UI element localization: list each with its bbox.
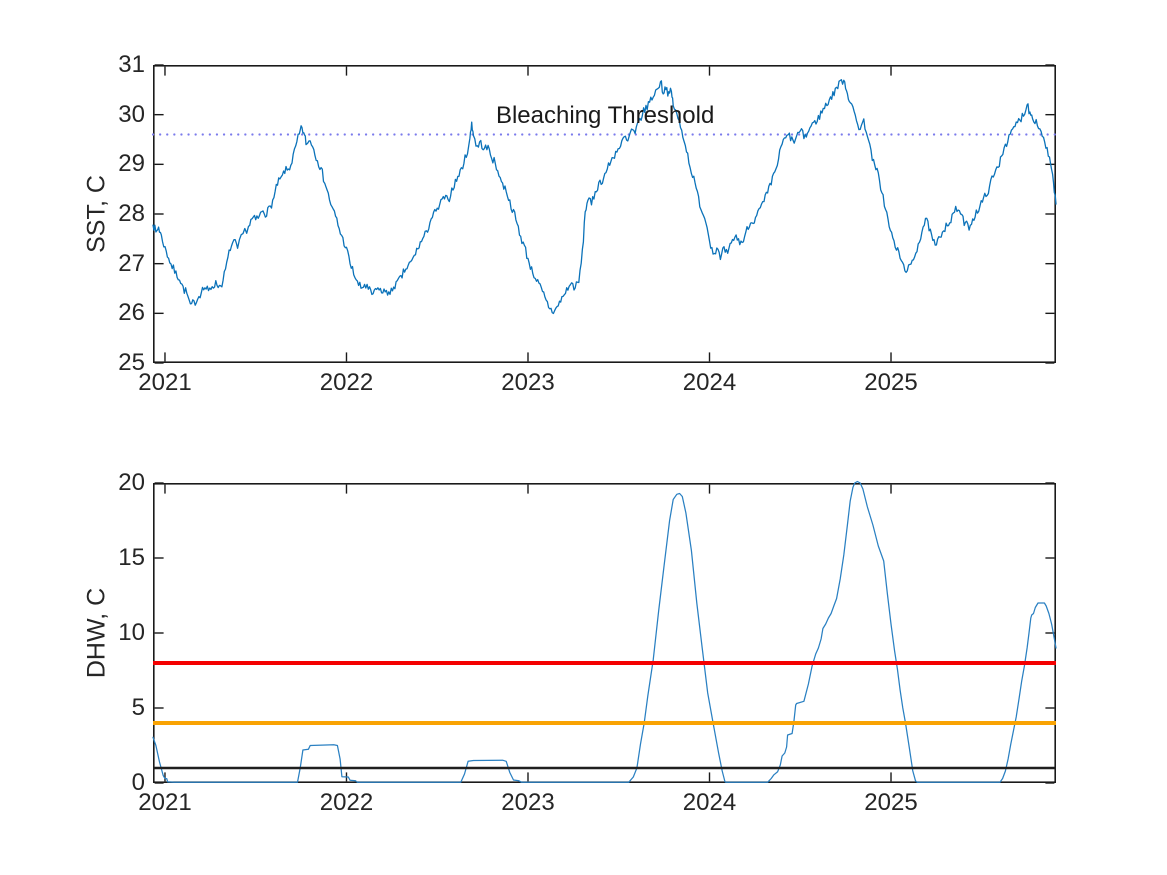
y-tick-label: 31	[118, 50, 145, 78]
dhw-y-axis-label: DHW, C	[82, 587, 111, 679]
x-tick-label: 2021	[138, 789, 192, 816]
sst-chart: SST, C Bleaching Threshold 2021 2022 2023 2…	[83, 51, 1058, 396]
y-tick-label: 25	[118, 348, 145, 376]
x-tick-label: 2025	[864, 369, 918, 396]
x-tick-label: 2023	[501, 789, 555, 816]
x-tick-label: 2021	[138, 369, 192, 396]
x-tick-label: 2022	[319, 369, 374, 396]
y-tick-label: 10	[118, 618, 145, 646]
y-tick-label: 28	[118, 199, 145, 227]
y-tick-label: 0	[131, 768, 145, 796]
y-tick-label: 30	[118, 100, 145, 128]
dhw-chart: DHW, C 2021 2022 2023 2024 2025 0 5 10 15 20	[83, 469, 1057, 816]
sst-plot-canvas	[151, 64, 1058, 364]
x-tick-label: 2024	[682, 369, 737, 396]
sst-y-axis-label: SST, C	[82, 175, 111, 253]
y-tick-label: 5	[131, 693, 145, 721]
dhw-plot-canvas	[152, 480, 1057, 784]
y-tick-label: 27	[118, 249, 145, 277]
y-tick-label: 15	[118, 543, 145, 571]
y-tick-label: 29	[118, 150, 145, 178]
x-tick-label: 2025	[864, 789, 918, 816]
x-tick-label: 2022	[319, 789, 374, 816]
threshold-annotation: Bleaching Threshold	[495, 102, 715, 130]
y-tick-label: 26	[118, 299, 145, 327]
x-tick-label: 2024	[682, 789, 737, 816]
y-tick-label: 20	[118, 468, 145, 496]
x-tick-label: 2023	[501, 369, 555, 396]
